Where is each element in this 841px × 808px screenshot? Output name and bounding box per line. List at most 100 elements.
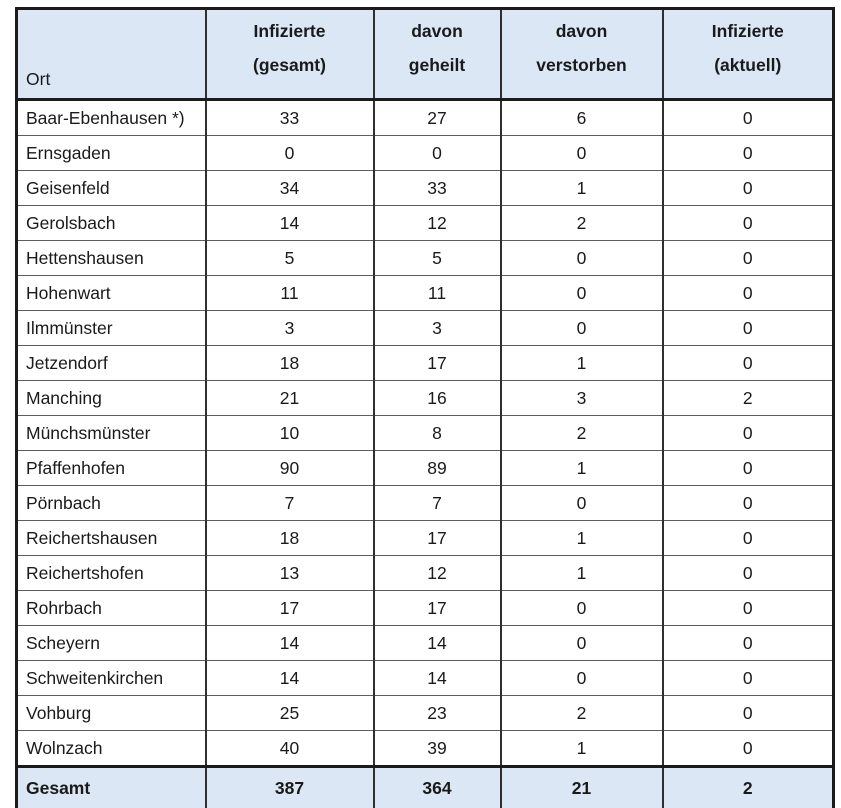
- header-line: geheilt: [408, 55, 466, 75]
- davon-geheilt-cell: 8: [372, 415, 502, 451]
- davon-verstorben-cell: 2: [499, 205, 664, 241]
- total-infizierte-aktuell-cell: 2: [661, 765, 835, 808]
- table-row: Reichertshofen 13 12 1 0: [15, 555, 835, 591]
- davon-geheilt-cell: 17: [372, 345, 502, 381]
- infizierte-gesamt-cell: 0: [204, 135, 375, 171]
- davon-geheilt-cell: 17: [372, 590, 502, 626]
- infizierte-gesamt-cell: 18: [204, 520, 375, 556]
- infizierte-aktuell-cell: 0: [661, 555, 835, 591]
- infizierte-aktuell-cell: 0: [661, 520, 835, 556]
- davon-verstorben-cell: 6: [499, 99, 664, 136]
- table-row: Jetzendorf 18 17 1 0: [15, 345, 835, 381]
- davon-verstorben-cell: 0: [499, 660, 664, 696]
- infizierte-aktuell-cell: 0: [661, 275, 835, 311]
- infizierte-gesamt-cell: 7: [204, 485, 375, 521]
- table-row: Reichertshausen 18 17 1 0: [15, 520, 835, 556]
- header-line: (aktuell): [714, 55, 782, 75]
- davon-geheilt-cell: 27: [372, 99, 502, 136]
- davon-verstorben-cell: 1: [499, 345, 664, 381]
- table-row: Schweitenkirchen 14 14 0 0: [15, 660, 835, 696]
- table-row: Rohrbach 17 17 0 0: [15, 590, 835, 626]
- header-line: (gesamt): [253, 55, 326, 75]
- davon-verstorben-cell: 2: [499, 415, 664, 451]
- infection-statistics-table: Ort Infizierte (gesamt) davon geheilt da…: [15, 7, 835, 808]
- table-row: Scheyern 14 14 0 0: [15, 625, 835, 661]
- ort-cell: Manching: [15, 380, 207, 416]
- infizierte-gesamt-cell: 18: [204, 345, 375, 381]
- table-row: Hohenwart 11 11 0 0: [15, 275, 835, 311]
- infizierte-aktuell-cell: 0: [661, 730, 835, 767]
- ort-cell: Gerolsbach: [15, 205, 207, 241]
- table-row: Gerolsbach 14 12 2 0: [15, 205, 835, 241]
- table-row: Wolnzach 40 39 1 0: [15, 730, 835, 767]
- table-row: Pörnbach 7 7 0 0: [15, 485, 835, 521]
- column-header-infizierte-gesamt: Infizierte (gesamt): [204, 8, 375, 101]
- davon-geheilt-cell: 12: [372, 555, 502, 591]
- total-davon-geheilt-cell: 364: [372, 765, 502, 808]
- header-line: davon: [555, 21, 608, 41]
- davon-verstorben-cell: 1: [499, 730, 664, 767]
- infizierte-aktuell-cell: 0: [661, 625, 835, 661]
- header-row: Ort Infizierte (gesamt) davon geheilt da…: [15, 8, 835, 101]
- davon-verstorben-cell: 1: [499, 170, 664, 206]
- infizierte-aktuell-cell: 0: [661, 415, 835, 451]
- table-row: Vohburg 25 23 2 0: [15, 695, 835, 731]
- davon-geheilt-cell: 3: [372, 310, 502, 346]
- davon-geheilt-cell: 14: [372, 625, 502, 661]
- davon-geheilt-cell: 5: [372, 240, 502, 276]
- infizierte-gesamt-cell: 33: [204, 99, 375, 136]
- column-header-infizierte-aktuell: Infizierte (aktuell): [661, 8, 835, 101]
- infizierte-aktuell-cell: 0: [661, 310, 835, 346]
- infizierte-gesamt-cell: 21: [204, 380, 375, 416]
- table-row: Münchsmünster 10 8 2 0: [15, 415, 835, 451]
- infizierte-gesamt-cell: 3: [204, 310, 375, 346]
- ort-cell: Münchsmünster: [15, 415, 207, 451]
- davon-verstorben-cell: 1: [499, 520, 664, 556]
- column-header-davon-verstorben: davon verstorben: [499, 8, 664, 101]
- davon-geheilt-cell: 12: [372, 205, 502, 241]
- ort-cell: Geisenfeld: [15, 170, 207, 206]
- ort-cell: Jetzendorf: [15, 345, 207, 381]
- davon-geheilt-cell: 23: [372, 695, 502, 731]
- ort-cell: Schweitenkirchen: [15, 660, 207, 696]
- infizierte-aktuell-cell: 0: [661, 170, 835, 206]
- total-infizierte-gesamt-cell: 387: [204, 765, 375, 808]
- table-header: Ort Infizierte (gesamt) davon geheilt da…: [15, 8, 835, 101]
- davon-verstorben-cell: 0: [499, 590, 664, 626]
- ort-cell: Ernsgaden: [15, 135, 207, 171]
- header-line: Infizierte: [711, 21, 784, 41]
- infizierte-gesamt-cell: 14: [204, 205, 375, 241]
- davon-geheilt-cell: 11: [372, 275, 502, 311]
- ort-cell: Reichertshofen: [15, 555, 207, 591]
- davon-verstorben-cell: 2: [499, 695, 664, 731]
- table-row: Baar-Ebenhausen *) 33 27 6 0: [15, 99, 835, 136]
- header-line: davon: [411, 21, 463, 41]
- davon-geheilt-cell: 14: [372, 660, 502, 696]
- davon-verstorben-cell: 3: [499, 380, 664, 416]
- ort-cell: Rohrbach: [15, 590, 207, 626]
- davon-verstorben-cell: 0: [499, 135, 664, 171]
- table-row: Manching 21 16 3 2: [15, 380, 835, 416]
- ort-cell: Hettenshausen: [15, 240, 207, 276]
- infizierte-gesamt-cell: 5: [204, 240, 375, 276]
- davon-geheilt-cell: 89: [372, 450, 502, 486]
- header-line: verstorben: [536, 55, 627, 75]
- infizierte-aktuell-cell: 0: [661, 99, 835, 136]
- davon-geheilt-cell: 17: [372, 520, 502, 556]
- infizierte-aktuell-cell: 0: [661, 450, 835, 486]
- davon-geheilt-cell: 33: [372, 170, 502, 206]
- infizierte-gesamt-cell: 25: [204, 695, 375, 731]
- davon-verstorben-cell: 1: [499, 450, 664, 486]
- infizierte-aktuell-cell: 0: [661, 590, 835, 626]
- davon-geheilt-cell: 39: [372, 730, 502, 767]
- davon-verstorben-cell: 0: [499, 275, 664, 311]
- infizierte-gesamt-cell: 14: [204, 660, 375, 696]
- davon-geheilt-cell: 16: [372, 380, 502, 416]
- davon-geheilt-cell: 7: [372, 485, 502, 521]
- total-davon-verstorben-cell: 21: [499, 765, 664, 808]
- infizierte-gesamt-cell: 40: [204, 730, 375, 767]
- ort-cell: Baar-Ebenhausen *): [15, 99, 207, 136]
- davon-verstorben-cell: 0: [499, 310, 664, 346]
- table-body: Baar-Ebenhausen *) 33 27 6 0 Ernsgaden 0…: [15, 99, 835, 767]
